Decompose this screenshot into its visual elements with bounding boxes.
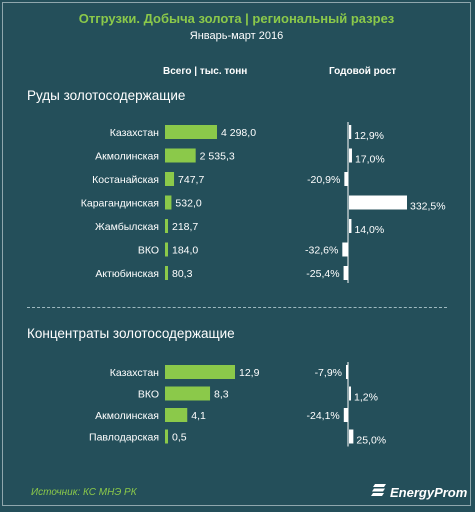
volume-bar-ores xyxy=(165,266,168,280)
volume-data-label-concentrates: 0,5 xyxy=(172,432,187,444)
bar-chart-area: Казахстан 4 298,0 12,9% Акмолинская 2 535,3 1… xyxy=(81,122,446,447)
volume-bar-ores xyxy=(165,195,172,210)
brand-name: EnergyProm xyxy=(390,485,468,500)
growth-data-label-ores: 332,5% xyxy=(410,201,446,213)
growth-bar-ores xyxy=(349,219,352,233)
category-label-ores: Казахстан xyxy=(110,127,159,139)
brand-logo: EnergyProm xyxy=(371,483,467,502)
category-label-ores: Актюбинская xyxy=(95,268,159,280)
growth-bar-ores xyxy=(344,172,348,186)
category-label-ores: ВКО xyxy=(138,245,159,257)
growth-data-label-ores: 14,0% xyxy=(354,224,384,236)
growth-data-label-concentrates: -7,9% xyxy=(315,367,342,379)
volume-data-label-ores: 4 298,0 xyxy=(221,127,256,139)
category-label-ores: Акмолинская xyxy=(95,151,159,163)
category-label-concentrates: Казахстан xyxy=(110,367,159,379)
volume-bar-concentrates xyxy=(165,408,188,422)
volume-data-label-concentrates: 12,9 xyxy=(239,367,260,379)
volume-data-label-ores: 218,7 xyxy=(172,221,198,233)
volume-data-label-ores: 80,3 xyxy=(172,268,193,280)
growth-data-label-concentrates: 25,0% xyxy=(356,435,386,447)
section-divider xyxy=(27,307,447,308)
category-label-concentrates: Павлодарская xyxy=(89,432,159,444)
column-header-volume: Всего | тыс. тонн xyxy=(163,66,248,77)
source-note: Источник: КС МНЭ РК xyxy=(31,487,137,498)
growth-bar-ores xyxy=(349,125,352,139)
growth-data-label-concentrates: -24,1% xyxy=(307,410,340,422)
growth-data-label-ores: -25,4% xyxy=(306,268,339,280)
volume-bar-ores xyxy=(165,219,168,233)
chart-subtitle: Январь-март 2016 xyxy=(189,30,284,42)
volume-data-label-ores: 532,0 xyxy=(175,198,201,210)
growth-bar-ores xyxy=(349,148,352,163)
volume-bar-concentrates xyxy=(165,365,235,379)
growth-bar-concentrates xyxy=(349,386,351,401)
energyprom-logo-icon xyxy=(371,483,387,502)
section-title-ores: Руды золотосодержащие xyxy=(27,88,186,103)
volume-bar-concentrates xyxy=(165,386,211,401)
growth-bar-concentrates xyxy=(349,429,354,444)
volume-data-label-ores: 2 535,3 xyxy=(200,151,235,163)
volume-bar-ores xyxy=(165,125,217,139)
growth-data-label-ores: -20,9% xyxy=(307,174,340,186)
volume-data-label-ores: 747,7 xyxy=(178,174,204,186)
chart-title: Отгрузки. Добыча золота | региональный р… xyxy=(78,11,395,26)
category-label-concentrates: ВКО xyxy=(138,389,159,401)
volume-bar-ores xyxy=(165,172,175,186)
growth-bar-concentrates xyxy=(346,365,348,379)
growth-data-label-ores: 17,0% xyxy=(355,154,385,166)
section-title-concentrates: Концентраты золотосодержащие xyxy=(27,326,235,341)
growth-bar-ores xyxy=(342,242,348,257)
growth-bar-concentrates xyxy=(343,408,348,422)
category-label-ores: Костанайская xyxy=(92,174,159,186)
volume-bar-concentrates xyxy=(165,429,168,444)
volume-bar-ores xyxy=(165,148,196,163)
growth-bar-ores xyxy=(349,195,407,210)
growth-data-label-ores: -32,6% xyxy=(305,245,338,257)
growth-data-label-concentrates: 1,2% xyxy=(354,392,378,404)
column-header-growth: Годовой рост xyxy=(329,66,397,77)
category-label-ores: Жамбылская xyxy=(95,221,159,233)
growth-bar-ores xyxy=(343,266,348,280)
volume-data-label-concentrates: 4,1 xyxy=(191,410,206,422)
volume-bar-ores xyxy=(165,242,168,257)
infographic-frame: Отгрузки. Добыча золота | региональный р… xyxy=(2,2,471,506)
category-label-ores: Карагандинская xyxy=(81,198,159,210)
volume-data-label-ores: 184,0 xyxy=(172,245,198,257)
category-label-concentrates: Акмолинская xyxy=(95,410,159,422)
volume-data-label-concentrates: 8,3 xyxy=(214,389,229,401)
growth-data-label-ores: 12,9% xyxy=(354,130,384,142)
